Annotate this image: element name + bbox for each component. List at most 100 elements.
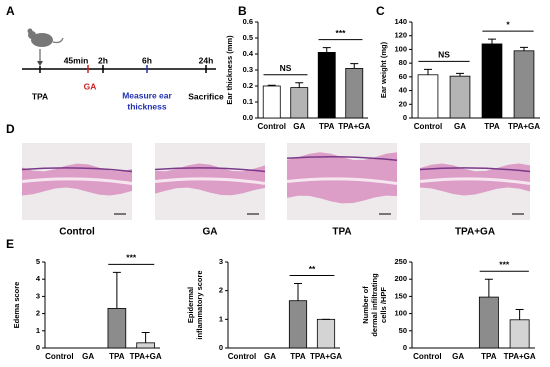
y-tick-label: 100 <box>394 309 407 318</box>
error-bar <box>488 38 496 44</box>
y-tick-label: 3 <box>36 291 40 300</box>
cartilage <box>419 177 531 185</box>
y-tick-label: 20 <box>399 99 407 108</box>
error-bar <box>350 63 359 69</box>
bar <box>262 85 281 119</box>
significance-label: ** <box>309 264 316 274</box>
bar <box>288 300 308 349</box>
error-bar <box>484 278 493 298</box>
x-tick-label: GA <box>293 122 305 131</box>
y-axis-label: Ear weight (mg) <box>379 41 388 98</box>
y-axis-label: Ear thickness (mm) <box>225 35 234 105</box>
x-tick-label: TPA+GA <box>310 352 342 361</box>
histology-label: TPA+GA <box>455 227 495 238</box>
bar <box>449 75 471 119</box>
y-tick-label: 120 <box>394 31 407 40</box>
timeline-label: thickness <box>127 101 166 111</box>
histology-label: GA <box>203 227 218 238</box>
error-bar <box>424 68 432 75</box>
error-bar <box>294 283 302 301</box>
y-tick-label: 0 <box>403 113 407 122</box>
cartilage <box>21 177 133 185</box>
y-tick-label: 0.2 <box>243 81 253 90</box>
cartilage <box>154 177 266 185</box>
y-tick-label: 2 <box>36 309 40 318</box>
timeline-label: GA <box>84 81 97 91</box>
y-axis-label: Number of <box>361 286 370 324</box>
x-tick-label: TPA <box>319 122 335 131</box>
timeline-label: Measure ear <box>122 90 172 100</box>
y-tick-label: 40 <box>399 86 407 95</box>
bar <box>136 342 155 349</box>
y-tick-label: 50 <box>399 326 407 335</box>
y-axis-label: Edema score <box>12 282 21 329</box>
x-tick-label: TPA+GA <box>504 352 536 361</box>
bar <box>513 50 535 119</box>
error-bar <box>322 47 331 53</box>
panel-label: A <box>6 4 15 18</box>
y-tick-label: 0 <box>219 343 223 352</box>
y-tick-label: 2 <box>219 286 223 295</box>
x-tick-label: TPA <box>484 122 500 131</box>
bar <box>345 68 364 119</box>
x-tick-label: TPA <box>290 352 306 361</box>
y-tick-label: 0 <box>36 343 40 352</box>
panel-label: E <box>6 237 14 251</box>
significance-label: NS <box>280 63 292 73</box>
y-axis-label: inflammatory score <box>195 270 204 339</box>
error-bar <box>141 332 150 343</box>
y-tick-label: 1 <box>219 314 223 323</box>
y-tick-label: 150 <box>394 291 407 300</box>
y-tick-label: 1 <box>36 326 40 335</box>
y-tick-label: 200 <box>394 274 407 283</box>
panel-label: C <box>376 4 385 18</box>
error-bar <box>295 82 304 88</box>
significance-label: *** <box>499 259 510 269</box>
epidermis <box>286 155 398 162</box>
error-bar <box>456 72 464 77</box>
y-axis-label: dermal infiltrating <box>370 273 379 337</box>
x-tick-label: TPA <box>481 352 497 361</box>
x-tick-label: GA <box>264 352 276 361</box>
timeline: TPA 45min GA 2h 6h Measure ear thickness… <box>22 28 224 111</box>
y-tick-label: 0.4 <box>243 49 254 58</box>
error-bar <box>515 308 524 320</box>
epidermis <box>419 167 531 173</box>
x-tick-label: Control <box>414 122 442 131</box>
y-axis-label: cells /HPF <box>379 287 388 323</box>
timeline-time: 6h <box>142 55 152 65</box>
x-tick-label: Control <box>45 352 73 361</box>
x-tick-label: TPA+GA <box>130 352 162 361</box>
x-tick-label: GA <box>454 122 466 131</box>
mouse-icon <box>27 28 64 47</box>
timeline-label: Sacrifice <box>188 91 224 101</box>
y-tick-label: 100 <box>394 44 407 53</box>
significance-label: *** <box>336 28 347 38</box>
timeline-time: 45min <box>64 55 89 65</box>
x-tick-label: TPA+GA <box>508 122 540 131</box>
histology-label: TPA <box>332 227 351 238</box>
bar <box>478 296 499 349</box>
y-tick-label: 0 <box>403 343 407 352</box>
bar <box>290 87 309 119</box>
y-tick-label: 3 <box>219 257 223 266</box>
significance-label: * <box>506 19 510 29</box>
cartilage <box>286 177 398 185</box>
y-tick-label: 80 <box>399 58 407 67</box>
y-tick-label: 4 <box>36 274 41 283</box>
y-tick-label: 60 <box>399 72 407 81</box>
y-tick-label: 140 <box>394 17 407 26</box>
bar <box>509 319 530 349</box>
y-tick-label: 0.3 <box>243 65 253 74</box>
x-tick-label: Control <box>228 352 256 361</box>
x-tick-label: TPA+GA <box>338 122 370 131</box>
error-bar <box>112 271 121 309</box>
x-tick-label: GA <box>82 352 94 361</box>
y-tick-label: 250 <box>394 257 407 266</box>
x-tick-label: TPA <box>109 352 125 361</box>
bar <box>417 74 439 119</box>
x-tick-label: Control <box>258 122 286 131</box>
timeline-time: 2h <box>98 55 108 65</box>
error-bar <box>267 84 276 86</box>
